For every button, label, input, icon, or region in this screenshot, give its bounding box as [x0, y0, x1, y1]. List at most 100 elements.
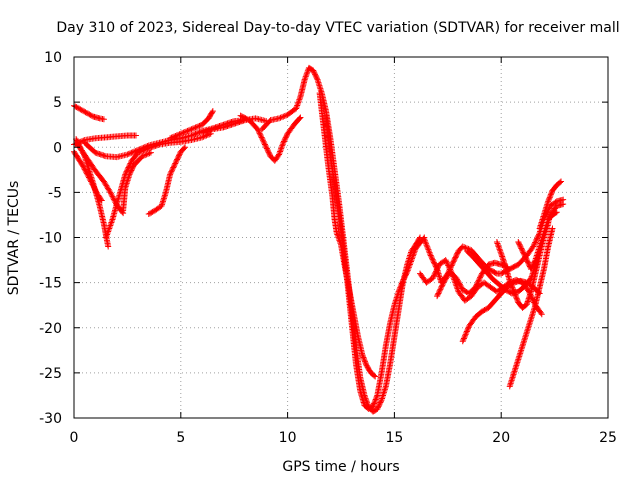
data-point	[459, 286, 466, 293]
data-point	[463, 329, 470, 336]
data-point	[423, 242, 430, 249]
data-point	[85, 110, 92, 117]
data-point	[432, 269, 439, 276]
data-point	[546, 194, 553, 201]
data-point	[77, 106, 84, 113]
data-point	[79, 107, 86, 114]
data-point	[509, 284, 516, 291]
data-point	[406, 262, 413, 269]
data-point	[453, 253, 460, 260]
data-point	[374, 405, 381, 412]
data-point	[461, 244, 468, 251]
data-point	[407, 259, 414, 266]
data-point	[452, 254, 459, 261]
y-tick-label: 0	[53, 140, 62, 156]
data-point	[370, 403, 377, 410]
data-point	[444, 261, 451, 268]
tick-labels: 0 5 10 15 20 25 -30 -25 -20 -15 -10 -5 0 5 10	[39, 50, 617, 446]
data-point	[189, 131, 196, 138]
data-point	[462, 244, 469, 251]
data-point	[145, 211, 152, 218]
data-point	[398, 280, 405, 287]
data-point	[395, 288, 402, 295]
data-point	[276, 151, 283, 158]
data-point	[407, 258, 414, 265]
data-point	[425, 246, 432, 253]
data-point	[209, 109, 216, 116]
data-point	[174, 156, 181, 163]
data-point	[477, 273, 484, 280]
data-point	[293, 105, 300, 112]
data-point	[310, 67, 317, 74]
data-point	[280, 138, 287, 145]
data-point	[552, 209, 559, 216]
data-point	[409, 255, 416, 262]
data-point	[256, 128, 263, 135]
data-point	[168, 134, 175, 141]
data-point	[424, 245, 431, 252]
data-point	[431, 260, 438, 267]
data-point	[175, 131, 182, 138]
data-point	[296, 96, 303, 103]
data-point	[83, 109, 90, 116]
data-point	[459, 243, 466, 250]
data-point	[492, 269, 499, 276]
y-tick-label: -20	[39, 321, 62, 337]
data-point	[167, 169, 174, 176]
data-point	[126, 171, 133, 178]
axis-ticks	[73, 56, 609, 419]
data-point	[454, 277, 461, 284]
data-point	[172, 159, 179, 166]
data-point	[169, 134, 176, 141]
data-point	[450, 258, 457, 265]
data-point	[170, 164, 177, 171]
data-point	[176, 151, 183, 158]
data-point	[139, 145, 146, 152]
data-point	[509, 285, 516, 292]
data-point	[494, 241, 501, 248]
data-point	[481, 307, 488, 314]
data-point	[295, 99, 302, 106]
data-point	[406, 261, 413, 268]
data-point	[512, 292, 519, 299]
data-point	[275, 152, 282, 159]
data-point	[427, 252, 434, 259]
data-point	[279, 141, 286, 148]
data-point	[280, 139, 287, 146]
data-point	[82, 167, 89, 174]
data-point	[493, 239, 500, 246]
data-point	[129, 149, 136, 156]
data-point	[437, 285, 444, 292]
series-arc-1	[71, 102, 107, 123]
data-point	[259, 137, 266, 144]
data-point	[422, 239, 429, 246]
data-point	[377, 398, 384, 405]
data-point	[546, 195, 553, 202]
data-point	[282, 134, 289, 141]
data-point	[433, 268, 440, 275]
data-point	[132, 132, 139, 139]
series-arc-15	[323, 112, 428, 412]
data-point	[260, 138, 267, 145]
data-point	[398, 281, 405, 288]
data-point	[430, 259, 437, 266]
data-point	[359, 353, 366, 360]
data-point	[443, 259, 450, 266]
data-point	[132, 148, 139, 155]
data-point	[110, 196, 117, 203]
data-point	[128, 167, 135, 174]
data-point	[547, 192, 554, 199]
data-point	[129, 164, 136, 171]
data-point	[312, 71, 319, 78]
data-point	[532, 238, 539, 245]
data-point	[310, 68, 317, 75]
data-point	[454, 276, 461, 283]
data-point	[72, 103, 79, 110]
data-point	[313, 73, 320, 80]
data-point	[105, 243, 112, 250]
data-point	[409, 254, 416, 261]
data-point	[434, 291, 441, 298]
data-point	[296, 115, 303, 122]
data-point	[519, 248, 526, 255]
data-point	[125, 150, 132, 157]
